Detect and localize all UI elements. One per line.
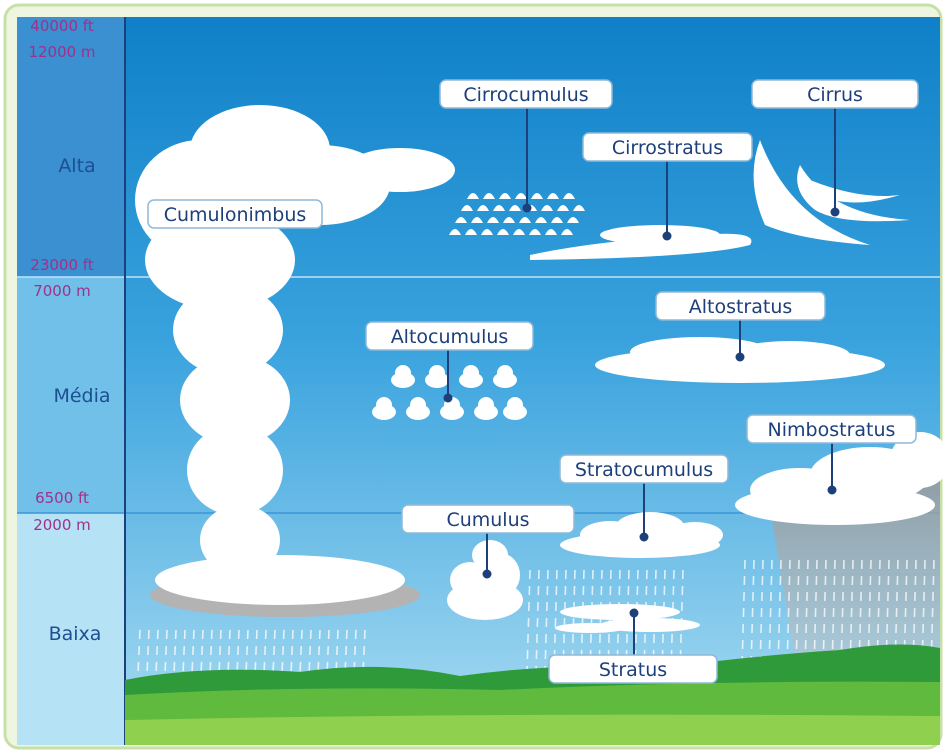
cloud-label: Cirrocumulus bbox=[463, 84, 588, 106]
cloud-label: Stratus bbox=[599, 659, 667, 681]
altitude-m: 2000 m bbox=[33, 516, 91, 534]
puff bbox=[563, 193, 575, 199]
pointer-dot bbox=[827, 485, 837, 495]
puff bbox=[507, 397, 523, 413]
pointer-dot bbox=[443, 393, 453, 403]
puff bbox=[429, 365, 445, 381]
puff bbox=[493, 205, 505, 211]
stratocumulus bbox=[560, 512, 723, 558]
altitude-m: 12000 m bbox=[28, 43, 95, 61]
label-box bbox=[751, 79, 919, 109]
puff bbox=[529, 229, 541, 235]
cloud-label: Altocumulus bbox=[391, 326, 509, 348]
layer-label: Baixa bbox=[49, 623, 102, 645]
cirrostratus bbox=[530, 225, 752, 260]
layer-band bbox=[17, 17, 125, 277]
label-box bbox=[401, 504, 575, 534]
layer-label: Média bbox=[53, 385, 110, 407]
pointer-dot bbox=[639, 532, 649, 542]
puff bbox=[545, 229, 557, 235]
altocumulus bbox=[372, 365, 527, 420]
puff bbox=[395, 365, 411, 381]
rain-line bbox=[542, 569, 549, 741]
cirrus bbox=[753, 140, 910, 245]
puff bbox=[551, 217, 563, 223]
puff bbox=[478, 397, 494, 413]
altitude-ft: 40000 ft bbox=[30, 17, 94, 35]
label-box bbox=[559, 454, 729, 484]
puff bbox=[561, 229, 573, 235]
altitude-ft: 6500 ft bbox=[35, 489, 89, 507]
label-box bbox=[746, 414, 917, 444]
cloud-label: Nimbostratus bbox=[768, 419, 896, 441]
cloud-label: Altostratus bbox=[689, 296, 793, 318]
puff bbox=[535, 217, 547, 223]
layer-band bbox=[17, 277, 125, 513]
puff bbox=[519, 217, 531, 223]
cumulonimbus bbox=[135, 105, 455, 617]
pointer-dot bbox=[522, 203, 532, 213]
puff bbox=[463, 365, 479, 381]
altitude-m: 7000 m bbox=[33, 282, 91, 300]
puff bbox=[531, 193, 543, 199]
label-box bbox=[439, 79, 613, 109]
layer-band bbox=[17, 513, 125, 745]
puff bbox=[547, 193, 559, 199]
puff bbox=[477, 205, 489, 211]
nimbostratus bbox=[735, 432, 946, 525]
puff bbox=[499, 193, 511, 199]
label-box bbox=[548, 654, 718, 684]
puff bbox=[503, 217, 515, 223]
cirrocumulus bbox=[449, 193, 585, 235]
puff bbox=[515, 193, 527, 199]
puff bbox=[461, 205, 473, 211]
label-box bbox=[655, 291, 826, 321]
rain-line bbox=[524, 569, 531, 741]
puff bbox=[487, 217, 499, 223]
label-box bbox=[365, 321, 534, 351]
puff bbox=[557, 205, 569, 211]
cloud-label: Cirrostratus bbox=[612, 137, 723, 159]
pointer-dot bbox=[629, 608, 639, 618]
puff bbox=[455, 217, 467, 223]
puff bbox=[471, 217, 483, 223]
stratus bbox=[555, 604, 700, 633]
puff bbox=[481, 229, 493, 235]
puff bbox=[449, 229, 461, 235]
cumulus bbox=[447, 540, 523, 620]
puff bbox=[573, 205, 585, 211]
label-box bbox=[147, 199, 323, 229]
puff bbox=[567, 217, 579, 223]
ground bbox=[125, 644, 940, 745]
pointer-dot bbox=[735, 352, 745, 362]
pointer-dot bbox=[830, 207, 840, 217]
cloud-label: Cirrus bbox=[807, 84, 863, 106]
cloud-label: Cumulus bbox=[446, 509, 529, 531]
puff bbox=[467, 193, 479, 199]
altostratus bbox=[595, 337, 885, 383]
puff bbox=[376, 397, 392, 413]
puff bbox=[410, 397, 426, 413]
puff bbox=[497, 229, 509, 235]
pointer-dot bbox=[662, 231, 672, 241]
puff bbox=[497, 365, 513, 381]
label-box bbox=[582, 132, 753, 162]
puff bbox=[509, 205, 521, 211]
puff bbox=[541, 205, 553, 211]
cloud-label: Cumulonimbus bbox=[164, 204, 307, 226]
puff bbox=[483, 193, 495, 199]
cloud-label: Stratocumulus bbox=[575, 459, 713, 481]
puff bbox=[513, 229, 525, 235]
rain-line bbox=[533, 569, 540, 741]
pointer-dot bbox=[482, 569, 492, 579]
layer-label: Alta bbox=[58, 155, 95, 177]
altitude-ft: 23000 ft bbox=[30, 256, 94, 274]
puff bbox=[465, 229, 477, 235]
